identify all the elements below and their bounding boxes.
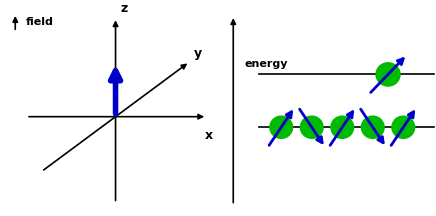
Ellipse shape — [361, 116, 384, 138]
Text: x: x — [205, 129, 213, 142]
Text: y: y — [194, 47, 202, 60]
Text: field: field — [26, 17, 54, 27]
Text: energy: energy — [244, 59, 288, 69]
Ellipse shape — [392, 116, 415, 138]
Ellipse shape — [300, 116, 323, 138]
Ellipse shape — [376, 63, 400, 86]
Text: z: z — [121, 2, 128, 15]
Ellipse shape — [331, 116, 354, 138]
Ellipse shape — [270, 116, 293, 138]
